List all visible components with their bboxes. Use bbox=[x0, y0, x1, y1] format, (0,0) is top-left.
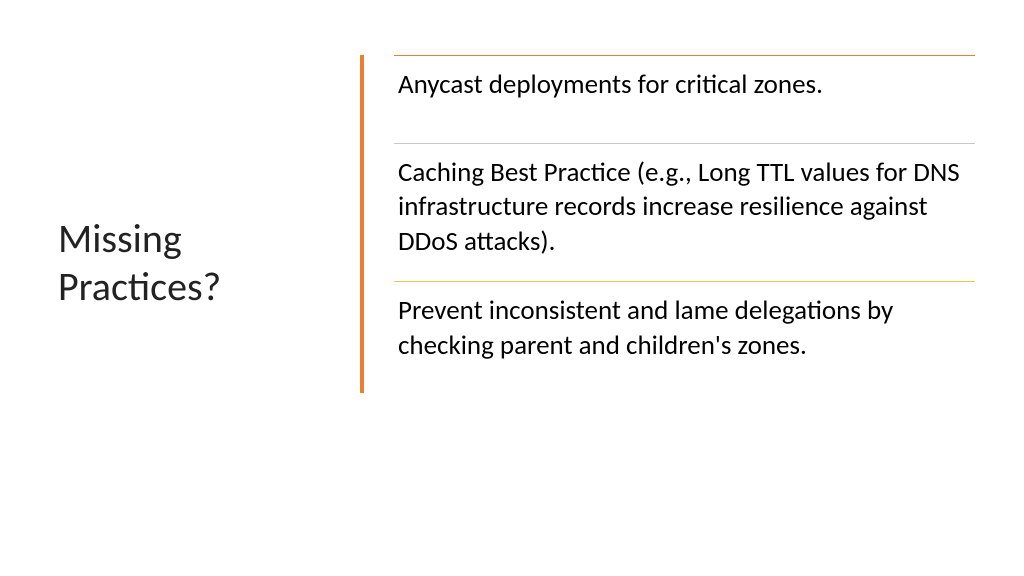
content-item-text: Caching Best Practice (e.g., Long TTL va… bbox=[398, 156, 965, 260]
content-item-text: Anycast deployments for critical zones. bbox=[398, 68, 965, 103]
content-item-3: Prevent inconsistent and lame delegation… bbox=[364, 282, 975, 393]
slide: Missing Practices? Anycast deployments f… bbox=[0, 0, 1024, 576]
title-area: Missing Practices? bbox=[58, 215, 328, 311]
slide-title: Missing Practices? bbox=[58, 215, 328, 311]
content-area: Anycast deployments for critical zones. … bbox=[360, 55, 975, 393]
content-item-text: Prevent inconsistent and lame delegation… bbox=[398, 294, 965, 363]
content-item-1: Anycast deployments for critical zones. bbox=[364, 56, 975, 143]
content-item-2: Caching Best Practice (e.g., Long TTL va… bbox=[364, 144, 975, 282]
